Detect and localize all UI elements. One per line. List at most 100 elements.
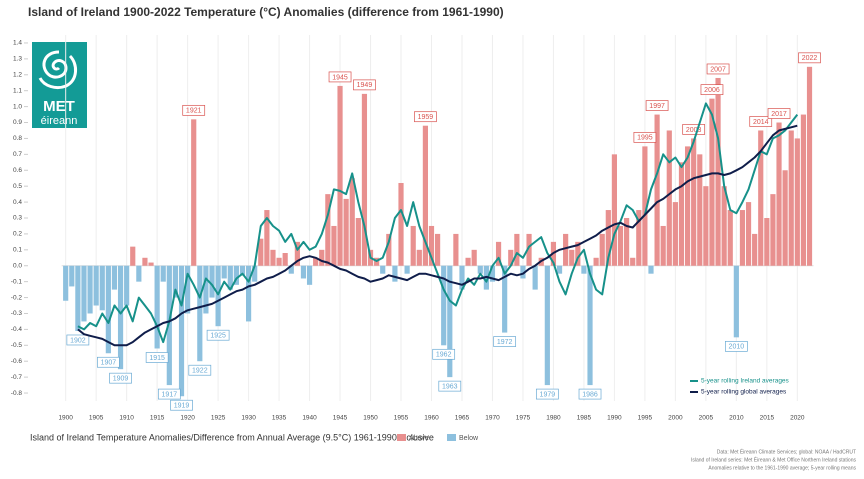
bar — [745, 202, 752, 266]
bar — [678, 162, 685, 266]
year-label: 2022 — [802, 55, 818, 62]
x-tick-label: 1910 — [119, 415, 134, 422]
footnote: Island of Ireland series: Met Éireann & … — [691, 456, 856, 463]
y-tick-label: 0.3 — [13, 215, 22, 222]
year-label-box — [645, 100, 669, 111]
year-label-box — [438, 380, 462, 392]
year-label: 1995 — [637, 135, 653, 142]
year-label: 1949 — [357, 82, 373, 89]
bar — [691, 138, 697, 266]
bar — [282, 253, 288, 266]
y-tick-label: 1.3 — [13, 56, 22, 63]
bar — [81, 265, 87, 322]
bar — [172, 265, 179, 298]
bar — [428, 225, 435, 266]
x-tick-label: 2000 — [668, 415, 683, 422]
bar — [502, 265, 508, 333]
year-label-box — [188, 364, 212, 376]
bar — [599, 233, 605, 266]
bar — [245, 265, 252, 322]
bar — [532, 265, 538, 290]
bar — [684, 146, 691, 266]
bar — [575, 241, 581, 266]
y-tick-label: 0.5 — [13, 183, 22, 190]
logo: MET éireann — [32, 42, 87, 128]
year-label: 1919 — [174, 403, 190, 410]
x-tick-label: 1995 — [638, 415, 653, 422]
bar — [441, 265, 447, 346]
year-label-box — [633, 132, 657, 143]
y-tick-label: -0.6 — [11, 358, 23, 365]
y-tick-label: 0.0 — [13, 262, 22, 269]
year-label: 1986 — [582, 391, 598, 398]
bar — [758, 130, 764, 266]
bar — [63, 265, 69, 301]
x-tick-label: 1935 — [272, 415, 287, 422]
x-tick-label: 1905 — [89, 415, 104, 422]
bar — [776, 122, 782, 266]
bar — [386, 233, 392, 266]
x-tick-label: 2010 — [729, 415, 744, 422]
x-tick-label: 1930 — [241, 415, 256, 422]
bar — [111, 265, 118, 290]
y-tick-label: -0.8 — [11, 390, 23, 397]
year-label: 1909 — [113, 376, 129, 383]
bar — [514, 233, 520, 266]
y-tick-label: -0.5 — [11, 342, 23, 349]
y-tick-label: 0.4 — [13, 199, 22, 206]
bar — [227, 265, 233, 290]
legend-label: 5-year rolling global averages — [701, 389, 787, 396]
chart-title: Island of Ireland 1900-2022 Temperature … — [28, 5, 504, 19]
bar — [788, 130, 794, 266]
bar — [703, 186, 709, 266]
bar — [319, 249, 325, 266]
bar — [459, 265, 465, 290]
bar — [422, 125, 428, 266]
line-series — [77, 102, 799, 344]
bar — [294, 241, 300, 266]
bar — [178, 265, 185, 397]
bar — [605, 210, 611, 266]
bar — [270, 249, 276, 266]
x-tick-label: 1920 — [180, 415, 195, 422]
bar — [300, 265, 307, 279]
bar — [355, 218, 361, 266]
bar — [124, 265, 130, 306]
bar — [203, 265, 209, 314]
bar — [136, 265, 142, 282]
logo-text: MET — [43, 98, 75, 115]
year-label: 2014 — [753, 119, 769, 126]
bar — [416, 249, 422, 266]
bar — [697, 154, 703, 266]
year-label: 1997 — [649, 103, 665, 110]
year-label-box — [700, 84, 724, 96]
y-tick-label: 0.2 — [13, 231, 22, 238]
x-tick-label: 1975 — [516, 415, 531, 422]
bar — [660, 225, 666, 266]
bar — [221, 265, 227, 279]
bar — [477, 265, 483, 274]
bar — [654, 114, 660, 266]
bar — [197, 265, 203, 362]
year-label: 2007 — [710, 66, 726, 73]
bar — [611, 154, 618, 266]
year-label-box — [767, 108, 791, 119]
bar — [160, 265, 166, 282]
bar — [349, 178, 355, 266]
x-tick-label: 1925 — [211, 415, 226, 422]
bar — [313, 257, 319, 266]
bar — [410, 225, 416, 266]
x-tick-label: 2015 — [760, 415, 775, 422]
year-label: 1972 — [497, 339, 513, 346]
footnote: Data: Met Éireann Climate Services; glob… — [717, 448, 856, 455]
logo-text: éireann — [41, 115, 78, 127]
bar — [343, 198, 349, 266]
bar — [727, 210, 733, 266]
bar — [361, 93, 368, 266]
bar — [495, 241, 502, 266]
bar — [453, 233, 459, 266]
legend-swatch — [447, 434, 456, 441]
legend-label: 5-year rolling Ireland averages — [701, 378, 790, 385]
bar — [715, 77, 721, 266]
year-label-box — [353, 79, 376, 91]
